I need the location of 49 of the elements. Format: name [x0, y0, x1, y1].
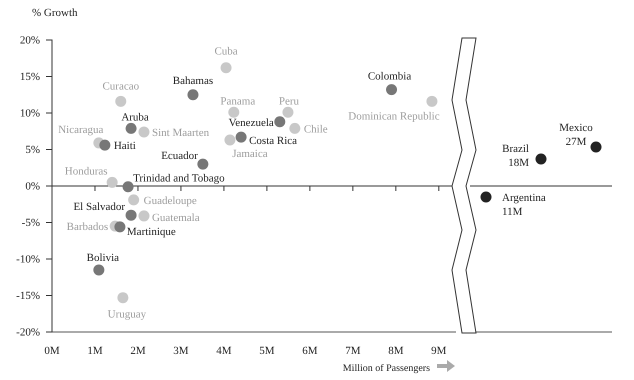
annotation: Chile: [304, 123, 328, 136]
annotation: Cuba: [214, 46, 238, 58]
x-tick-label: 2M: [130, 344, 146, 357]
x-tick-label: 5M: [259, 344, 275, 357]
x-tick-label: 3M: [173, 344, 189, 357]
y-tick-label: -10%: [16, 254, 40, 266]
annotation: Nicaragua: [58, 124, 104, 136]
x-tick-label: 4M: [216, 344, 232, 357]
annotation: Aruba: [121, 111, 149, 124]
annotation: Bolivia: [86, 252, 120, 264]
annotation: Peru: [278, 95, 300, 108]
annotation: Panama: [220, 95, 256, 108]
y-tick-label: -15%: [16, 290, 40, 302]
text: Brazil 18M: [502, 143, 530, 169]
y-tick-label: -20%: [16, 326, 40, 339]
annotation: Barbados: [66, 221, 108, 234]
annotation: Jamaica: [232, 148, 268, 160]
x-tick-label: 1M: [87, 344, 103, 357]
y-tick-label: 20%: [20, 34, 40, 47]
annotation: Ecuador: [161, 150, 198, 162]
y-tick-label: -5%: [22, 217, 40, 230]
x-tick-label: 9M: [431, 344, 447, 357]
text: Mexico 27M: [559, 122, 594, 148]
y-tick-label: 5%: [25, 144, 40, 156]
y-tick-label: 10%: [20, 108, 40, 120]
x-tick-label: 6M: [302, 344, 318, 357]
x-tick-label: 0M: [44, 344, 60, 357]
annotation: El Salvador: [73, 201, 126, 214]
text: Argentina 11M: [502, 192, 546, 218]
y-tick-label: 0%: [25, 180, 40, 193]
annotation: Dominican Republic: [348, 110, 440, 122]
annotation: Bahamas: [172, 74, 214, 87]
x-tick-label: 8M: [388, 344, 404, 357]
annotation: Sint Maarten: [152, 126, 210, 139]
annotation: Curacao: [102, 80, 140, 92]
annotation: Honduras: [64, 165, 108, 178]
y-axis-title: % Growth: [32, 7, 78, 19]
x-axis-title: Million of Passengers: [342, 363, 430, 374]
x-tick-label: 7M: [345, 344, 361, 357]
annotation: Trinidad and Tobago: [133, 172, 226, 185]
annotation: Haiti: [114, 140, 136, 152]
y-tick-label: 15%: [20, 71, 40, 84]
annotation: Martinique: [126, 226, 176, 238]
annotation: Venezuela: [228, 116, 274, 129]
annotation: Colombia: [368, 70, 412, 83]
annotation: Uruguay: [108, 308, 147, 321]
annotation: Guatemala: [152, 212, 200, 224]
annotation: Guadeloupe: [144, 194, 197, 207]
annotation: Costa Rica: [249, 135, 298, 148]
